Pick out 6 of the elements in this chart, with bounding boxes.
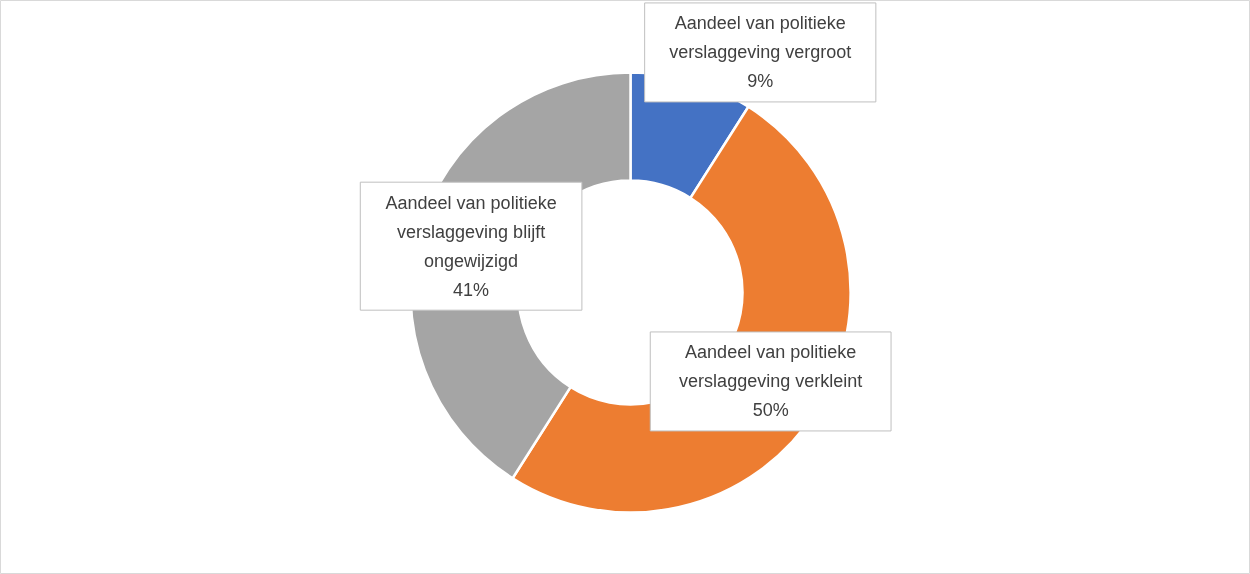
data-label: 9%	[747, 71, 774, 92]
data-label: 41%	[453, 279, 490, 300]
data-label: 50%	[752, 400, 789, 421]
slice-label: Aandeel van politieke verslaggeving verkleint	[679, 342, 863, 392]
slice-label: Aandeel van politieke verslaggeving blijft ongewijzigd	[385, 192, 557, 271]
slice-label: Aandeel van politieke verslaggeving vergroot	[669, 13, 852, 63]
